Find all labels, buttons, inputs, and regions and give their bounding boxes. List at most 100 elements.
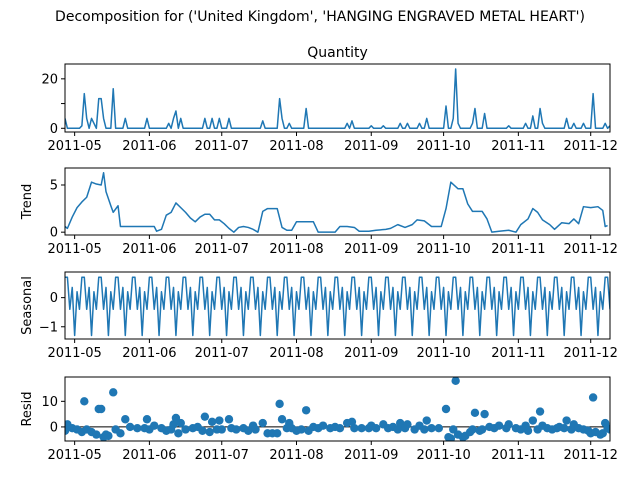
quantity-xtick-label-2: 2011-07 — [195, 139, 249, 154]
seasonal-ytick-label-1: 0 — [50, 291, 58, 306]
resid-point-89 — [446, 434, 456, 441]
resid-xtick-label-7: 2011-12 — [564, 448, 618, 463]
trend-ytick-label-1: 5 — [50, 178, 58, 193]
panels-group: 0 20 2011-05 2011-06 2011-07 2011-08 2011-09 20… — [20, 45, 618, 463]
resid-point-112 — [535, 407, 545, 416]
resid-point-36 — [205, 427, 214, 437]
resid-point-96 — [468, 425, 477, 434]
panel-seasonal: −1 0 2011-05 2011-06 2011-07 2011-08 2011-09 20… — [20, 271, 618, 361]
resid-point-34 — [198, 426, 207, 435]
trend-xtick-label-2: 2011-07 — [195, 242, 249, 257]
resid-point-103 — [494, 421, 504, 430]
resid-xtick-label-0: 2011-05 — [47, 448, 101, 463]
trend-series-line — [65, 171, 608, 233]
resid-point-41 — [224, 415, 234, 424]
resid-point-63 — [318, 421, 328, 430]
resid-point-85 — [427, 424, 436, 433]
seasonal-xtick-label-7: 2011-12 — [564, 346, 618, 361]
resid-point-52 — [275, 399, 284, 409]
resid-data-group — [65, 377, 610, 441]
resid-point-80 — [403, 420, 412, 429]
resid-point-73 — [371, 424, 381, 433]
resid-point-97 — [470, 408, 480, 418]
resid-xtick-label-2: 2011-07 — [195, 448, 249, 463]
seasonal-axes-frame — [64, 271, 611, 340]
resid-xtick-label-3: 2011-08 — [269, 448, 323, 463]
resid-xtick-label-5: 2011-10 — [416, 448, 470, 463]
resid-point-43 — [232, 425, 241, 434]
quantity-ytick-label-0: 0 — [50, 122, 58, 137]
seasonal-series-line — [65, 276, 610, 337]
seasonal-data-group — [65, 276, 610, 337]
resid-axes-frame — [64, 376, 611, 442]
resid-xtick-label-4: 2011-09 — [344, 448, 398, 463]
resid-point-77 — [393, 425, 402, 434]
resid-point-37 — [207, 417, 217, 426]
panel-trend: 0 5 2011-05 2011-06 2011-07 2011-08 2011-09 201… — [20, 167, 618, 257]
seasonal-xtick-label-3: 2011-08 — [269, 346, 323, 361]
resid-point-48 — [258, 418, 267, 428]
resid-point-35 — [200, 412, 210, 421]
resid-point-18 — [125, 422, 135, 432]
seasonal-xtick-label-4: 2011-09 — [344, 346, 398, 361]
resid-xtick-label-6: 2011-11 — [491, 448, 545, 463]
resid-point-105 — [504, 420, 513, 429]
trend-data-group — [65, 171, 608, 233]
resid-point-132 — [605, 425, 610, 434]
trend-xtick-label-5: 2011-10 — [416, 242, 470, 257]
seasonal-xtick-label-2: 2011-07 — [195, 346, 249, 361]
quantity-axes-frame — [64, 63, 611, 133]
quantity-xtick-label-3: 2011-08 — [269, 139, 323, 154]
resid-point-23 — [150, 421, 159, 430]
resid-point-59 — [301, 406, 311, 415]
trend-axes-frame — [64, 167, 611, 236]
trend-xtick-label-3: 2011-08 — [269, 242, 323, 257]
trend-xtick-label-7: 2011-12 — [564, 242, 618, 257]
resid-point-47 — [251, 425, 260, 434]
resid-point-109 — [523, 426, 533, 435]
resid-point-53 — [277, 415, 287, 424]
resid-point-84 — [422, 416, 431, 425]
quantity-ytick-label-2: 20 — [41, 72, 58, 87]
resid-point-99 — [477, 425, 487, 434]
trend-ylabel: Trend — [20, 184, 35, 221]
resid-ytick-label-0: 0 — [50, 420, 58, 435]
resid-point-51 — [273, 429, 282, 438]
panel-resid: 0 10 2011-05 2011-06 2011-07 2011-08 2011-09 20… — [20, 376, 618, 463]
quantity-xtick-label-6: 2011-11 — [491, 139, 545, 154]
resid-point-87 — [441, 404, 451, 414]
resid-point-27 — [169, 420, 178, 429]
trend-xtick-label-6: 2011-11 — [491, 242, 545, 257]
resid-point-91 — [451, 377, 460, 386]
resid-xtick-label-1: 2011-06 — [122, 448, 176, 463]
quantity-xtick-label-0: 2011-05 — [47, 139, 101, 154]
resid-point-118 — [559, 424, 569, 433]
resid-point-58 — [297, 425, 306, 434]
resid-point-8 — [92, 430, 101, 439]
quantity-data-group — [65, 68, 610, 130]
seasonal-ytick-label-0: −1 — [39, 320, 58, 335]
resid-point-17 — [121, 415, 130, 424]
resid-point-39 — [215, 416, 224, 425]
resid-point-10 — [96, 404, 106, 414]
seasonal-xtick-label-0: 2011-05 — [47, 346, 101, 361]
resid-point-100 — [480, 409, 489, 419]
resid-point-69 — [350, 424, 359, 433]
trend-xtick-label-0: 2011-05 — [47, 242, 101, 257]
resid-point-29 — [174, 429, 183, 438]
quantity-title: Quantity — [307, 45, 368, 61]
resid-point-40 — [217, 425, 226, 434]
trend-xtick-label-1: 2011-06 — [122, 242, 176, 257]
quantity-series-line — [65, 68, 610, 130]
resid-ytick-label-1: 10 — [41, 395, 58, 410]
seasonal-ylabel: Seasonal — [20, 276, 35, 335]
quantity-xtick-label-1: 2011-06 — [122, 139, 176, 154]
figure-title: Decomposition for ('United Kingdom', 'HA… — [55, 9, 585, 25]
resid-point-70 — [357, 424, 366, 433]
seasonal-xtick-label-1: 2011-06 — [122, 346, 176, 361]
seasonal-xtick-label-5: 2011-10 — [416, 346, 470, 361]
resid-point-83 — [420, 425, 429, 434]
resid-point-5 — [80, 397, 89, 406]
